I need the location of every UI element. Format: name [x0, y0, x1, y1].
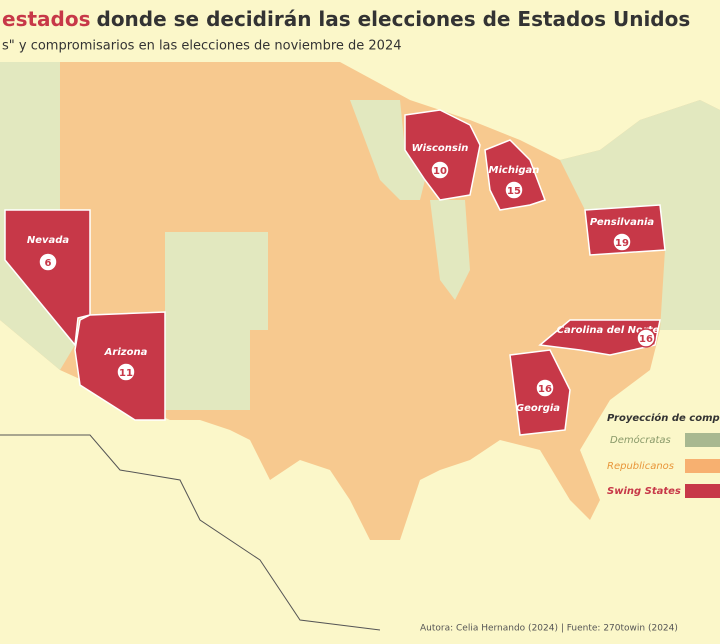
pennsylvania	[584, 204, 666, 256]
colorado-new-mexico	[165, 232, 268, 410]
vote-badge	[612, 232, 632, 252]
vote-count: 11	[119, 368, 133, 379]
vote-count: 15	[507, 186, 521, 197]
illinois	[430, 200, 470, 300]
vote-count: 10	[433, 166, 447, 177]
vote-badge	[38, 252, 58, 272]
legend-swatch	[685, 433, 720, 447]
legend-label: Swing States	[607, 486, 681, 497]
subtitle: s" y compromisarios en las elecciones de…	[2, 39, 401, 54]
vote-count: 6	[45, 258, 52, 269]
state-label: Wisconsin	[412, 143, 469, 154]
vote-badge	[430, 160, 450, 180]
title-rest: donde se decidirán las elecciones de Est…	[97, 7, 691, 31]
title-highlight: estados	[2, 7, 91, 31]
legend-swatch	[685, 484, 720, 498]
state-label: Carolina del Norte	[557, 325, 660, 336]
state-label: Pensilvania	[590, 217, 655, 228]
vote-badge	[504, 180, 524, 200]
state-label: Michigan	[489, 165, 540, 176]
vote-badge	[636, 328, 656, 348]
vote-count: 16	[538, 384, 552, 395]
title: estados donde se decidirán las elecciones…	[2, 7, 690, 31]
vote-count: 16	[639, 334, 653, 345]
legend-title: Proyección de compr	[607, 412, 720, 424]
northeast	[560, 100, 720, 330]
legend-label: Demócratas	[610, 434, 671, 446]
vote-badge	[535, 378, 555, 398]
west-coast	[0, 62, 75, 370]
legend-label: Republicanos	[607, 461, 674, 472]
legend-swatch	[685, 459, 720, 473]
alaska-outline	[0, 434, 381, 631]
vote-badge	[116, 362, 136, 382]
north-carolina	[538, 319, 661, 356]
wisconsin	[404, 109, 481, 201]
state-label: Nevada	[27, 235, 70, 246]
nevada	[4, 209, 91, 347]
vote-count: 19	[615, 238, 629, 249]
state-label: Georgia	[516, 403, 560, 414]
source: Autora: Celia Hernando (2024) | Fuente: …	[420, 624, 678, 634]
state-label: Arizona	[104, 347, 148, 358]
minnesota	[350, 100, 425, 200]
michigan	[484, 139, 546, 211]
